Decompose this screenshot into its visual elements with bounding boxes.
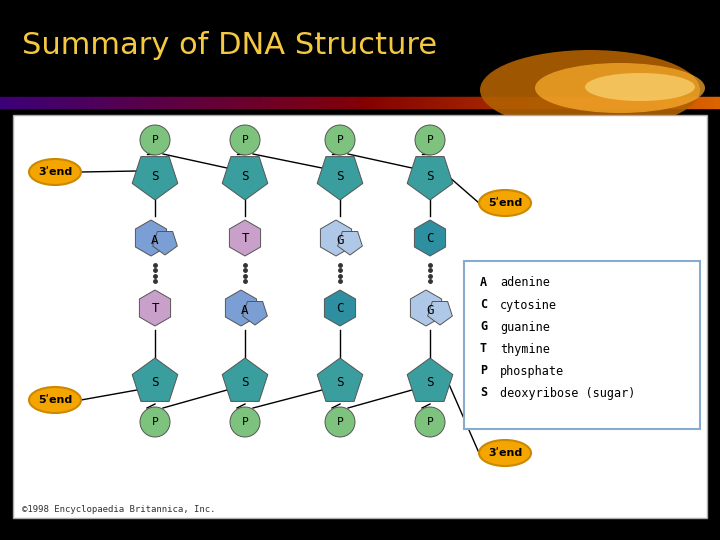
- Text: S: S: [241, 375, 248, 388]
- Text: T: T: [151, 301, 158, 314]
- Ellipse shape: [535, 63, 705, 113]
- Polygon shape: [408, 358, 453, 401]
- Polygon shape: [415, 220, 446, 256]
- Circle shape: [325, 125, 355, 155]
- Ellipse shape: [480, 50, 700, 130]
- FancyBboxPatch shape: [13, 115, 707, 518]
- Text: P: P: [337, 135, 343, 145]
- Text: G: G: [480, 321, 487, 334]
- Text: S: S: [151, 375, 158, 388]
- Circle shape: [415, 407, 445, 437]
- Text: thymine: thymine: [500, 342, 550, 355]
- Circle shape: [325, 407, 355, 437]
- Text: ©1998 Encyclopaedia Britannica, Inc.: ©1998 Encyclopaedia Britannica, Inc.: [22, 505, 215, 514]
- Text: S: S: [241, 170, 248, 183]
- Text: P: P: [242, 135, 248, 145]
- Text: C: C: [426, 232, 433, 245]
- Polygon shape: [132, 157, 178, 200]
- Polygon shape: [318, 157, 363, 200]
- Polygon shape: [132, 358, 178, 401]
- Text: 3ʹend: 3ʹend: [488, 448, 522, 458]
- Circle shape: [230, 407, 260, 437]
- Text: A: A: [151, 233, 158, 246]
- Text: S: S: [426, 375, 433, 388]
- Polygon shape: [140, 290, 171, 326]
- Text: P: P: [480, 364, 487, 377]
- Circle shape: [140, 407, 170, 437]
- Text: A: A: [241, 303, 248, 316]
- Text: cytosine: cytosine: [500, 299, 557, 312]
- Text: A: A: [480, 276, 487, 289]
- Polygon shape: [243, 301, 267, 325]
- FancyBboxPatch shape: [464, 261, 700, 429]
- Polygon shape: [222, 157, 268, 200]
- Text: 3ʹend: 3ʹend: [38, 167, 72, 177]
- Polygon shape: [428, 301, 452, 325]
- Polygon shape: [153, 232, 177, 255]
- Polygon shape: [318, 358, 363, 401]
- Polygon shape: [408, 157, 453, 200]
- Text: S: S: [426, 170, 433, 183]
- Polygon shape: [225, 290, 256, 326]
- Text: Summary of DNA Structure: Summary of DNA Structure: [22, 30, 437, 59]
- Text: P: P: [427, 417, 433, 427]
- Text: T: T: [241, 232, 248, 245]
- Text: G: G: [426, 303, 433, 316]
- Polygon shape: [410, 290, 441, 326]
- Circle shape: [230, 125, 260, 155]
- Polygon shape: [325, 290, 356, 326]
- Ellipse shape: [479, 190, 531, 216]
- Text: phosphate: phosphate: [500, 364, 564, 377]
- Text: P: P: [337, 417, 343, 427]
- Text: P: P: [242, 417, 248, 427]
- Ellipse shape: [29, 387, 81, 413]
- Ellipse shape: [29, 159, 81, 185]
- Text: S: S: [480, 387, 487, 400]
- Ellipse shape: [479, 440, 531, 466]
- Text: C: C: [480, 299, 487, 312]
- Text: guanine: guanine: [500, 321, 550, 334]
- Ellipse shape: [585, 73, 695, 101]
- Polygon shape: [320, 220, 351, 256]
- Polygon shape: [222, 358, 268, 401]
- Text: P: P: [152, 135, 158, 145]
- Text: S: S: [336, 375, 343, 388]
- Text: 5ʹend: 5ʹend: [488, 198, 522, 208]
- Text: S: S: [151, 170, 158, 183]
- Text: 5ʹend: 5ʹend: [38, 395, 72, 405]
- Text: adenine: adenine: [500, 276, 550, 289]
- Circle shape: [140, 125, 170, 155]
- Text: P: P: [152, 417, 158, 427]
- Text: G: G: [336, 233, 343, 246]
- Circle shape: [415, 125, 445, 155]
- Text: C: C: [336, 301, 343, 314]
- Polygon shape: [135, 220, 166, 256]
- Text: S: S: [336, 170, 343, 183]
- Text: T: T: [480, 342, 487, 355]
- Text: P: P: [427, 135, 433, 145]
- Text: deoxyribose (sugar): deoxyribose (sugar): [500, 387, 635, 400]
- Polygon shape: [230, 220, 261, 256]
- Polygon shape: [338, 232, 362, 255]
